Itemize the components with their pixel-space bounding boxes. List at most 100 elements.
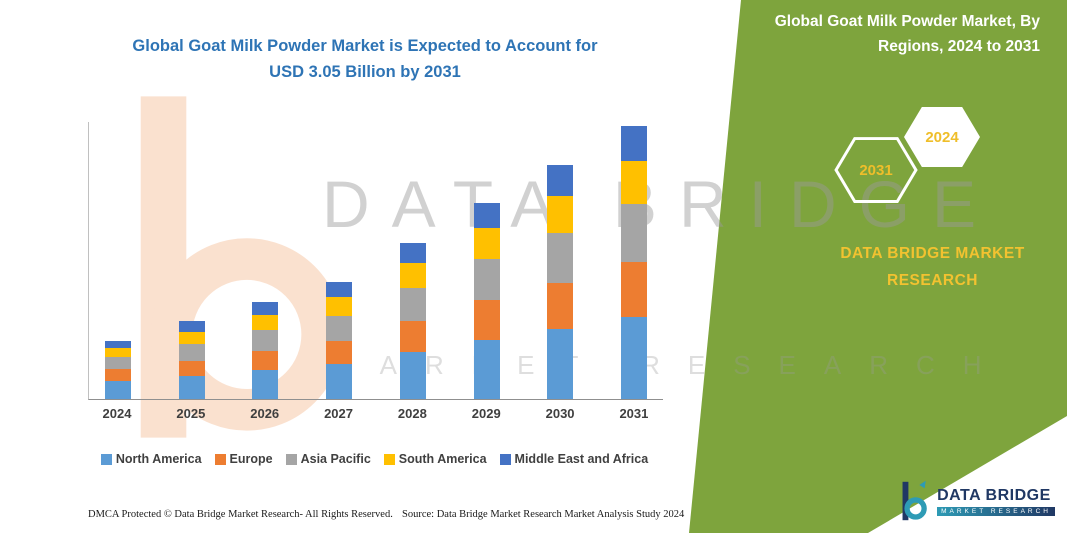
stacked-bar-2031 <box>620 125 647 399</box>
bar-segment-asia-pacific <box>620 204 647 262</box>
bar-segment-north-america <box>178 375 205 399</box>
chart-title-line1: Global Goat Milk Powder Market is Expect… <box>132 37 598 55</box>
stacked-bar-2029 <box>473 202 500 399</box>
category-label-2029: 2029 <box>471 406 501 421</box>
hexagon-outline-icon <box>834 137 918 203</box>
footer-dmca-text: DMCA Protected © Data Bridge Market Rese… <box>88 509 393 520</box>
stacked-bar-2027 <box>326 281 353 399</box>
bar-segment-south-america <box>399 262 426 288</box>
bar-segment-south-america <box>547 195 574 234</box>
logo-name: DATA BRIDGE <box>937 486 1051 504</box>
right-panel-title: Global Goat Milk Powder Market, By Regio… <box>730 10 1040 60</box>
legend-item-north-america: North America <box>100 452 202 466</box>
chart-title: Global Goat Milk Powder Market is Expect… <box>95 34 635 85</box>
category-label-2028: 2028 <box>397 406 427 421</box>
company-logo: DATA BRIDGE MARKET RESEARCH <box>898 479 1055 523</box>
chart-title-line2: USD 3.05 Billion by 2031 <box>269 62 461 81</box>
legend-item-middle-east-and-africa: Middle East and Africa <box>499 452 649 466</box>
bar-segment-north-america <box>399 352 426 399</box>
stacked-bar-2026 <box>252 302 279 399</box>
brand-b-watermark-icon <box>140 96 344 438</box>
category-labels: 2024 2025 2026 2027 2028 2029 2030 2031 <box>88 406 663 421</box>
bar-segment-middle-east-and-africa <box>473 202 500 228</box>
logo-b-icon <box>902 480 927 521</box>
right-panel-title-line1: Global Goat Milk Powder Market, By <box>774 13 1040 30</box>
logo-subtitle: MARKET RESEARCH <box>937 506 1055 516</box>
legend-swatch-icon <box>214 453 226 465</box>
brand-line2: RESEARCH <box>887 272 978 290</box>
bar-segment-europe <box>178 360 205 376</box>
stacked-bar-2030 <box>547 165 574 399</box>
category-label-2031: 2031 <box>619 406 649 421</box>
bar-segment-south-america <box>473 227 500 260</box>
bar-segment-middle-east-and-africa <box>326 281 353 297</box>
bar-segment-north-america <box>252 370 279 399</box>
bar-segment-europe <box>105 369 131 382</box>
bar-segment-south-america <box>105 347 131 357</box>
bar-segment-asia-pacific <box>178 344 205 361</box>
category-label-2030: 2030 <box>545 406 575 421</box>
stacked-bar-2025 <box>178 321 205 399</box>
legend-swatch-icon <box>499 453 511 465</box>
bar-segment-south-america <box>620 160 647 205</box>
bar-segment-middle-east-and-africa <box>547 165 574 196</box>
logo-text-block: DATA BRIDGE MARKET RESEARCH <box>937 487 1055 516</box>
bar-segment-asia-pacific <box>252 330 279 351</box>
legend-swatch-icon <box>383 453 395 465</box>
bar-segment-europe <box>252 350 279 371</box>
legend-label: Middle East and Africa <box>514 452 649 466</box>
legend-item-europe: Europe <box>214 452 273 466</box>
hexagon-badge-2031: 2031 <box>833 136 919 204</box>
category-label-2025: 2025 <box>176 406 206 421</box>
chart-legend: North America Europe Asia Pacific South Ame… <box>72 452 677 466</box>
bar-segment-europe <box>547 282 574 330</box>
bar-segment-south-america <box>252 314 279 331</box>
category-label-2026: 2026 <box>250 406 280 421</box>
badge-year-2024: 2024 <box>925 128 959 146</box>
legend-label: North America <box>115 452 202 466</box>
bar-segment-europe <box>326 340 353 364</box>
brand-wordmark: DATA BRIDGE MARKET RESEARCH <box>815 240 1050 294</box>
right-panel-title-line2: Regions, 2024 to 2031 <box>878 37 1040 55</box>
footer-source-text: Source: Data Bridge Market Research Mark… <box>402 509 685 520</box>
legend-label: Europe <box>229 452 273 466</box>
bar-segment-north-america <box>326 364 353 399</box>
stacked-bar-2028 <box>399 243 426 399</box>
legend-item-south-america: South America <box>383 452 487 466</box>
bar-segment-middle-east-and-africa <box>620 125 647 161</box>
bar-segment-middle-east-and-africa <box>178 321 205 332</box>
hexagon-filled-icon <box>903 106 981 168</box>
stacked-bar-2024 <box>105 340 131 399</box>
legend-swatch-icon <box>100 453 112 465</box>
badge-year-2031: 2031 <box>859 161 893 179</box>
category-label-2027: 2027 <box>324 406 353 421</box>
bar-segment-north-america <box>473 339 500 399</box>
brand-line1: DATA BRIDGE MARKET <box>840 245 1025 262</box>
bar-segment-middle-east-and-africa <box>105 340 131 348</box>
bar-segment-europe <box>620 261 647 317</box>
bar-segment-north-america <box>620 316 647 399</box>
bar-segment-europe <box>399 321 426 353</box>
bar-segment-europe <box>473 300 500 340</box>
bar-segment-south-america <box>178 331 205 345</box>
legend-item-asia-pacific: Asia Pacific <box>285 452 371 466</box>
bars-row <box>88 122 663 400</box>
watermark-text-databridge: DATA BRIDGE <box>322 167 998 241</box>
bar-segment-asia-pacific <box>105 356 131 370</box>
category-label-2024: 2024 <box>102 406 132 421</box>
bar-segment-south-america <box>326 296 353 316</box>
bar-segment-north-america <box>547 329 574 399</box>
bar-segment-asia-pacific <box>473 259 500 301</box>
bar-segment-asia-pacific <box>547 233 574 283</box>
legend-swatch-icon <box>285 453 297 465</box>
bar-segment-asia-pacific <box>326 315 353 341</box>
legend-label: South America <box>398 452 487 466</box>
watermark-text-marketresearch: MARKET RESEARCH <box>330 350 1010 380</box>
hexagon-badge-2024: 2024 <box>903 106 981 168</box>
stacked-bar-chart: 2024 2025 2026 2027 2028 2029 2030 2031 <box>88 122 663 421</box>
bar-segment-middle-east-and-africa <box>252 302 279 315</box>
bar-segment-asia-pacific <box>399 287 426 322</box>
bar-segment-north-america <box>105 381 131 399</box>
